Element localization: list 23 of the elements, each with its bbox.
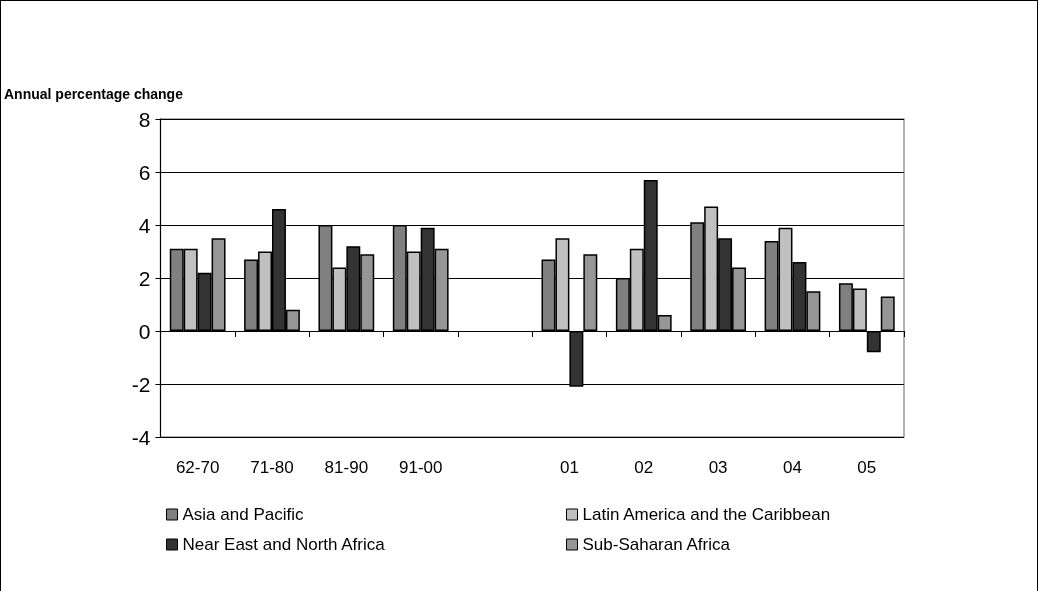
x-tick-label: 62-70 <box>175 458 220 477</box>
x-tick-label: 91-00 <box>398 458 443 477</box>
y-tick-label: 6 <box>138 160 151 184</box>
x-tick-label: 04 <box>783 458 802 477</box>
x-tick-label: 81-90 <box>324 458 369 477</box>
y-tick-label: -2 <box>131 372 151 396</box>
y-tick-label: 8 <box>138 107 151 131</box>
y-tick-label: -4 <box>131 425 151 449</box>
legend-label: Asia and Pacific <box>182 505 304 524</box>
legend-label: Sub-Saharan Africa <box>582 535 731 554</box>
x-tick-label: 01 <box>559 458 579 477</box>
y-axis-title: Annual percentage change <box>4 86 184 102</box>
bar <box>880 296 895 331</box>
bar <box>866 331 881 353</box>
x-tick-label: 02 <box>634 458 654 477</box>
x-tick-label: 05 <box>857 458 877 477</box>
y-tick-label: 4 <box>138 213 151 237</box>
y-tick-label: 0 <box>138 319 151 343</box>
x-tick-label: 03 <box>708 458 728 477</box>
x-tick-label: 71-80 <box>250 458 294 477</box>
legend-label: Latin America and the Caribbean <box>582 505 831 524</box>
legend-label: Near East and North Africa <box>182 535 386 554</box>
y-tick-label: 2 <box>138 266 151 290</box>
